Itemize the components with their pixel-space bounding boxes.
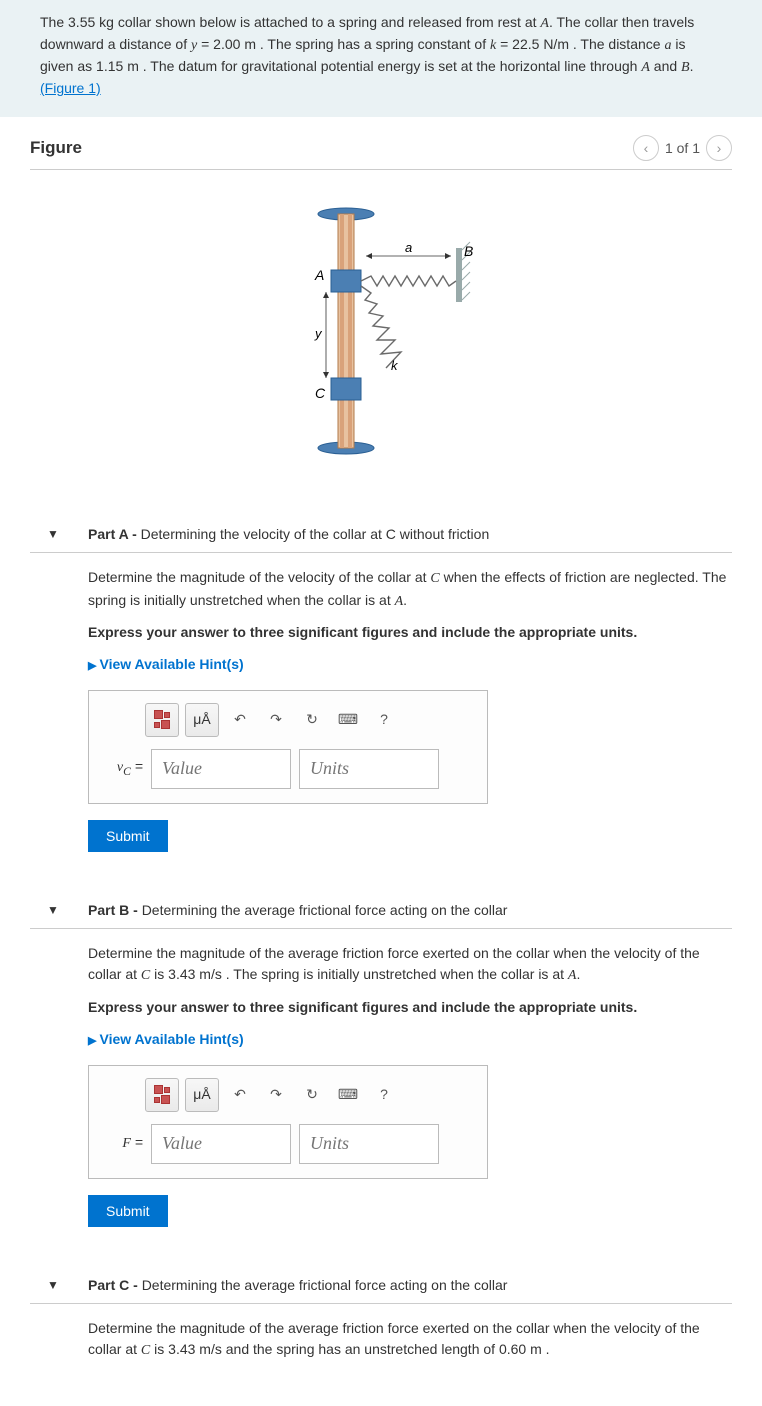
part-c-header[interactable]: ▼ Part C - Determining the average frict… xyxy=(30,1269,732,1304)
part-c-description: Determine the magnitude of the average f… xyxy=(88,1318,732,1362)
part-a-header[interactable]: ▼ Part A - Determining the velocity of t… xyxy=(30,518,732,553)
reset-button[interactable]: ↻ xyxy=(297,705,327,735)
part-a-submit-button[interactable]: Submit xyxy=(88,820,168,852)
figure-section: Figure ‹ 1 of 1 › xyxy=(0,117,762,510)
redo-button[interactable]: ↷ xyxy=(261,1080,291,1110)
figure-svg: a y A B C k xyxy=(271,200,491,460)
part-b-header[interactable]: ▼ Part B - Determining the average frict… xyxy=(30,894,732,929)
figure-link[interactable]: (Figure 1) xyxy=(40,80,101,96)
answer-toolbar: μÅ ↶ ↷ ↻ ⌨ ? xyxy=(145,1078,473,1112)
answer-variable-label: F = xyxy=(103,1132,143,1155)
collapse-icon: ▼ xyxy=(30,527,76,541)
part-b-instructions: Express your answer to three significant… xyxy=(88,997,732,1019)
part-b-submit-button[interactable]: Submit xyxy=(88,1195,168,1227)
value-input[interactable] xyxy=(151,1124,291,1164)
help-button[interactable]: ? xyxy=(369,705,399,735)
part-a-instructions: Express your answer to three significant… xyxy=(88,622,732,644)
part-a: ▼ Part A - Determining the velocity of t… xyxy=(0,510,762,886)
units-input[interactable] xyxy=(299,749,439,789)
pager-prev-button[interactable]: ‹ xyxy=(633,135,659,161)
figure-canvas: a y A B C k xyxy=(30,170,732,500)
part-b: ▼ Part B - Determining the average frict… xyxy=(0,886,762,1261)
answer-toolbar: μÅ ↶ ↷ ↻ ⌨ ? xyxy=(145,703,473,737)
undo-button[interactable]: ↶ xyxy=(225,705,255,735)
value-input[interactable] xyxy=(151,749,291,789)
figure-label-C: C xyxy=(315,385,326,401)
units-input[interactable] xyxy=(299,1124,439,1164)
part-a-description: Determine the magnitude of the velocity … xyxy=(88,567,732,612)
problem-intro: The 3.55 kg collar shown below is attach… xyxy=(0,0,762,117)
answer-variable-label: vC = xyxy=(103,756,143,781)
undo-button[interactable]: ↶ xyxy=(225,1080,255,1110)
units-symbol-button[interactable]: μÅ xyxy=(185,703,219,737)
pager-next-button[interactable]: › xyxy=(706,135,732,161)
format-templates-button[interactable] xyxy=(145,1078,179,1112)
part-a-answer-box: μÅ ↶ ↷ ↻ ⌨ ? vC = xyxy=(88,690,488,804)
keyboard-button[interactable]: ⌨ xyxy=(333,705,363,735)
part-b-answer-box: μÅ ↶ ↷ ↻ ⌨ ? F = xyxy=(88,1065,488,1179)
figure-label-a: a xyxy=(405,240,412,255)
collapse-icon: ▼ xyxy=(30,1278,76,1292)
figure-label-B: B xyxy=(464,243,473,259)
pager-text: 1 of 1 xyxy=(665,140,700,156)
collapse-icon: ▼ xyxy=(30,903,76,917)
keyboard-button[interactable]: ⌨ xyxy=(333,1080,363,1110)
part-c: ▼ Part C - Determining the average frict… xyxy=(0,1261,762,1406)
redo-button[interactable]: ↷ xyxy=(261,705,291,735)
figure-label: Figure xyxy=(30,138,82,158)
figure-pager: ‹ 1 of 1 › xyxy=(633,135,732,161)
figure-label-A: A xyxy=(314,267,324,283)
figure-label-k: k xyxy=(391,358,399,373)
part-b-description: Determine the magnitude of the average f… xyxy=(88,943,732,987)
part-b-hints-link[interactable]: View Available Hint(s) xyxy=(88,1029,732,1051)
help-button[interactable]: ? xyxy=(369,1080,399,1110)
format-templates-button[interactable] xyxy=(145,703,179,737)
reset-button[interactable]: ↻ xyxy=(297,1080,327,1110)
part-a-hints-link[interactable]: View Available Hint(s) xyxy=(88,654,732,676)
figure-label-y: y xyxy=(314,326,323,341)
units-symbol-button[interactable]: μÅ xyxy=(185,1078,219,1112)
